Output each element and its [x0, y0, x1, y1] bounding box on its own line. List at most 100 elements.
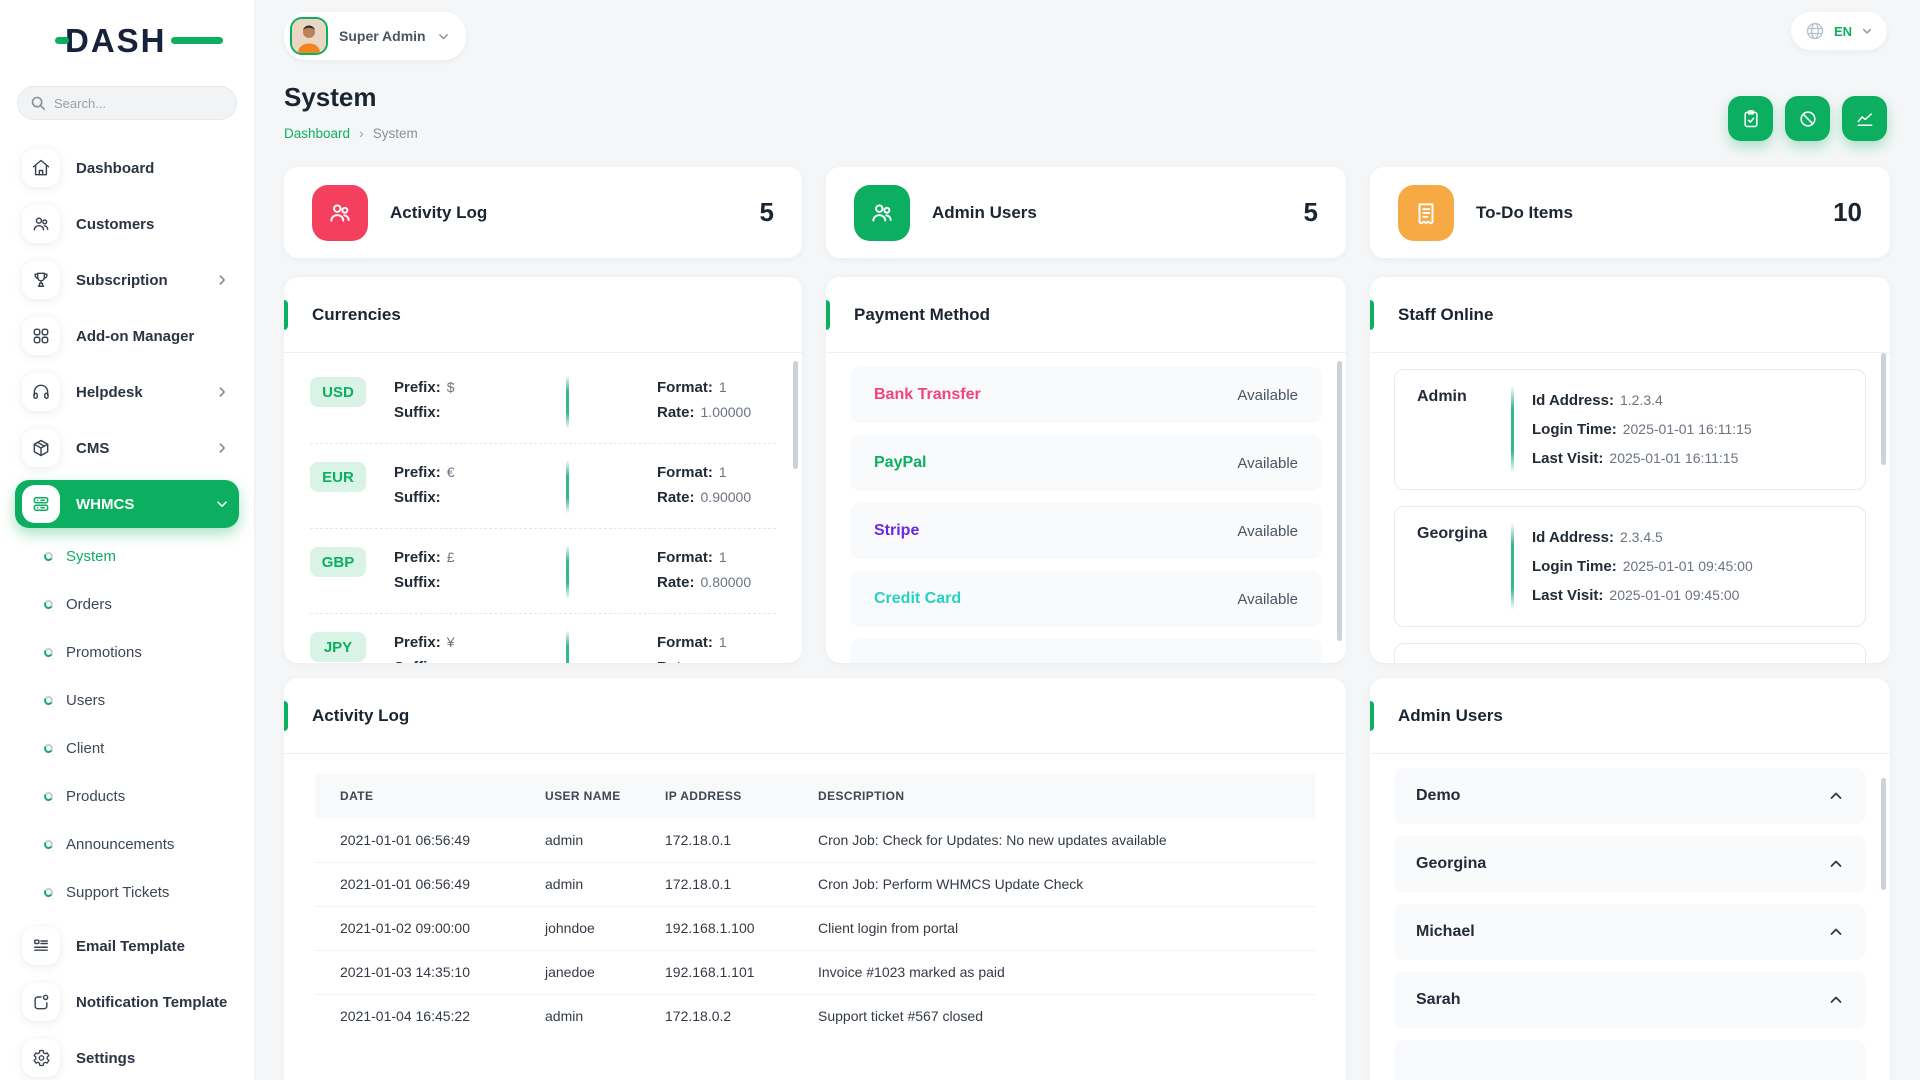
submenu-item-products[interactable]: Products — [15, 776, 239, 816]
table-header-row: DATE USER NAME IP ADDRESS DESCRIPTION — [315, 774, 1315, 818]
currency-suffix: Suffix: — [394, 489, 441, 506]
divider — [566, 460, 569, 514]
server-icon — [22, 485, 60, 523]
admin-user-name: Michael — [1416, 923, 1475, 940]
cell-user: admin — [520, 861, 640, 906]
report-button[interactable] — [1842, 96, 1887, 141]
language-selector[interactable]: EN — [1790, 12, 1887, 50]
chart-icon — [1857, 112, 1872, 126]
sidebar-item-settings[interactable]: Settings — [15, 1034, 239, 1080]
profile-name: Super Admin — [339, 28, 426, 44]
bullet-icon — [42, 742, 55, 754]
language-code: EN — [1833, 23, 1852, 39]
cell-ip: 192.168.1.101 — [640, 949, 793, 994]
currency-prefix: Prefix: ¥ — [394, 634, 455, 651]
breadcrumb-dashboard-link[interactable]: Dashboard — [284, 125, 351, 141]
table-row: 2021-01-02 09:00:00 johndoe 192.168.1.10… — [315, 905, 1315, 950]
ban-button[interactable] — [1785, 96, 1830, 141]
staff-list: Admin Id Address: 1.2.3.4 Login Time: 2025… — [1370, 353, 1890, 663]
currency-code-badge: EUR — [310, 462, 366, 492]
staff-last-visit: Last Visit: 2025-01-01 09:45:00 — [1532, 587, 1740, 604]
cell-description: Support ticket #567 closed — [793, 993, 1315, 1038]
admin-user-demo[interactable]: Demo — [1394, 768, 1866, 824]
submenu-item-system[interactable]: System — [15, 536, 239, 576]
bullet-icon — [42, 886, 55, 898]
admin-user-michael[interactable]: Michael — [1394, 904, 1866, 960]
sidebar-item-helpdesk[interactable]: Helpdesk — [15, 368, 239, 416]
submenu-item-orders[interactable]: Orders — [15, 584, 239, 624]
whmcs-submenu: System Orders Promotions Users Client Pr… — [15, 536, 239, 912]
chevron-up-icon — [1828, 788, 1844, 804]
submenu-label: System — [66, 547, 117, 565]
table-row: 2021-01-03 14:35:10 janedoe 192.168.1.10… — [315, 949, 1315, 994]
panel-title: Admin Users — [1398, 705, 1503, 725]
cell-date: 2021-01-01 06:56:49 — [340, 831, 470, 848]
staff-online-panel: Staff Online Admin Id Address: 1.2.3.4 Lo… — [1370, 277, 1890, 663]
admin-user-georgina[interactable]: Georgina — [1394, 836, 1866, 892]
staff-last-visit: Last Visit: 2025-01-01 16:11:15 — [1532, 450, 1739, 467]
sidebar-item-dashboard[interactable]: Dashboard — [15, 144, 239, 192]
currency-prefix: Prefix: € — [394, 464, 455, 481]
box-icon — [22, 429, 60, 467]
column-header-description: DESCRIPTION — [793, 774, 1315, 818]
clipboard-check-icon — [1743, 109, 1758, 127]
currency-row-jpy: JPY Prefix:¥ Suffix: Format:1 Rate: — [310, 614, 776, 663]
sidebar-item-whmcs[interactable]: WHMCS — [15, 480, 239, 528]
stat-card-admin-users: Admin Users 5 — [826, 167, 1346, 258]
submenu-item-users[interactable]: Users — [15, 680, 239, 720]
sidebar-search — [17, 86, 237, 120]
scrollbar[interactable] — [1337, 361, 1342, 641]
sidebar-item-subscription[interactable]: Subscription — [15, 256, 239, 304]
tasks-button[interactable] — [1728, 96, 1773, 141]
gear-icon — [22, 1039, 60, 1077]
chevron-right-icon — [215, 441, 229, 455]
bullet-icon — [42, 838, 55, 850]
panel-title: Activity Log — [312, 705, 410, 725]
payment-row-bank-transfer[interactable]: Bank Transfer Available — [850, 367, 1322, 423]
sidebar-item-label: Subscription — [76, 271, 168, 289]
search-input[interactable] — [54, 95, 214, 111]
submenu-item-client[interactable]: Client — [15, 728, 239, 768]
panel-title: Staff Online — [1398, 304, 1494, 324]
cell-description: Cron Job: Perform WHMCS Update Check — [793, 861, 1315, 906]
scrollbar[interactable] — [1881, 778, 1886, 890]
table-row: 2021-01-04 16:45:22 admin 172.18.0.2 Sup… — [315, 993, 1315, 1038]
scrollbar[interactable] — [1881, 353, 1886, 465]
scrollbar[interactable] — [793, 361, 798, 469]
cell-user: janedoe — [520, 949, 640, 994]
sidebar-item-customers[interactable]: Customers — [15, 200, 239, 248]
column-header-user-name: USER NAME — [520, 774, 640, 818]
currency-rate: Rate: — [657, 655, 727, 663]
submenu-label: Support Tickets — [66, 883, 170, 901]
bullet-icon — [42, 550, 55, 562]
panel-header: Admin Users — [1370, 678, 1890, 754]
ban-icon — [1799, 110, 1816, 127]
notification-icon — [22, 983, 60, 1021]
headphones-icon — [22, 373, 60, 411]
sidebar-item-notification-template[interactable]: Notification Template — [15, 978, 239, 1026]
admin-user-name: Demo — [1416, 787, 1461, 804]
profile-menu[interactable]: Super Admin — [284, 12, 466, 60]
sidebar-item-cms[interactable]: CMS — [15, 424, 239, 472]
sidebar-item-label: Helpdesk — [76, 383, 143, 401]
admin-user-sarah[interactable]: Sarah — [1394, 972, 1866, 1028]
currency-format: Format: 1 — [657, 379, 727, 396]
accent-bar — [1370, 701, 1374, 731]
logo-accent-right — [171, 37, 223, 44]
submenu-label: Products — [66, 787, 126, 805]
sidebar-item-email-template[interactable]: Email Template — [15, 922, 239, 970]
chevron-up-icon — [1828, 856, 1844, 872]
payment-name: Stripe — [874, 522, 920, 539]
payment-row-paypal[interactable]: PayPal Available — [850, 435, 1322, 491]
submenu-item-announcements[interactable]: Announcements — [15, 824, 239, 864]
submenu-label: Promotions — [66, 643, 142, 661]
submenu-item-support-tickets[interactable]: Support Tickets — [15, 872, 239, 912]
payment-row-credit-card[interactable]: Credit Card Available — [850, 571, 1322, 627]
cell-user: admin — [520, 993, 640, 1038]
payment-row-stripe[interactable]: Stripe Available — [850, 503, 1322, 559]
sidebar-item-label: Customers — [76, 215, 155, 233]
chevron-right-icon — [215, 273, 229, 287]
sidebar-item-addon-manager[interactable]: Add-on Manager — [15, 312, 239, 360]
sidebar-item-label: Email Template — [76, 937, 185, 955]
submenu-item-promotions[interactable]: Promotions — [15, 632, 239, 672]
